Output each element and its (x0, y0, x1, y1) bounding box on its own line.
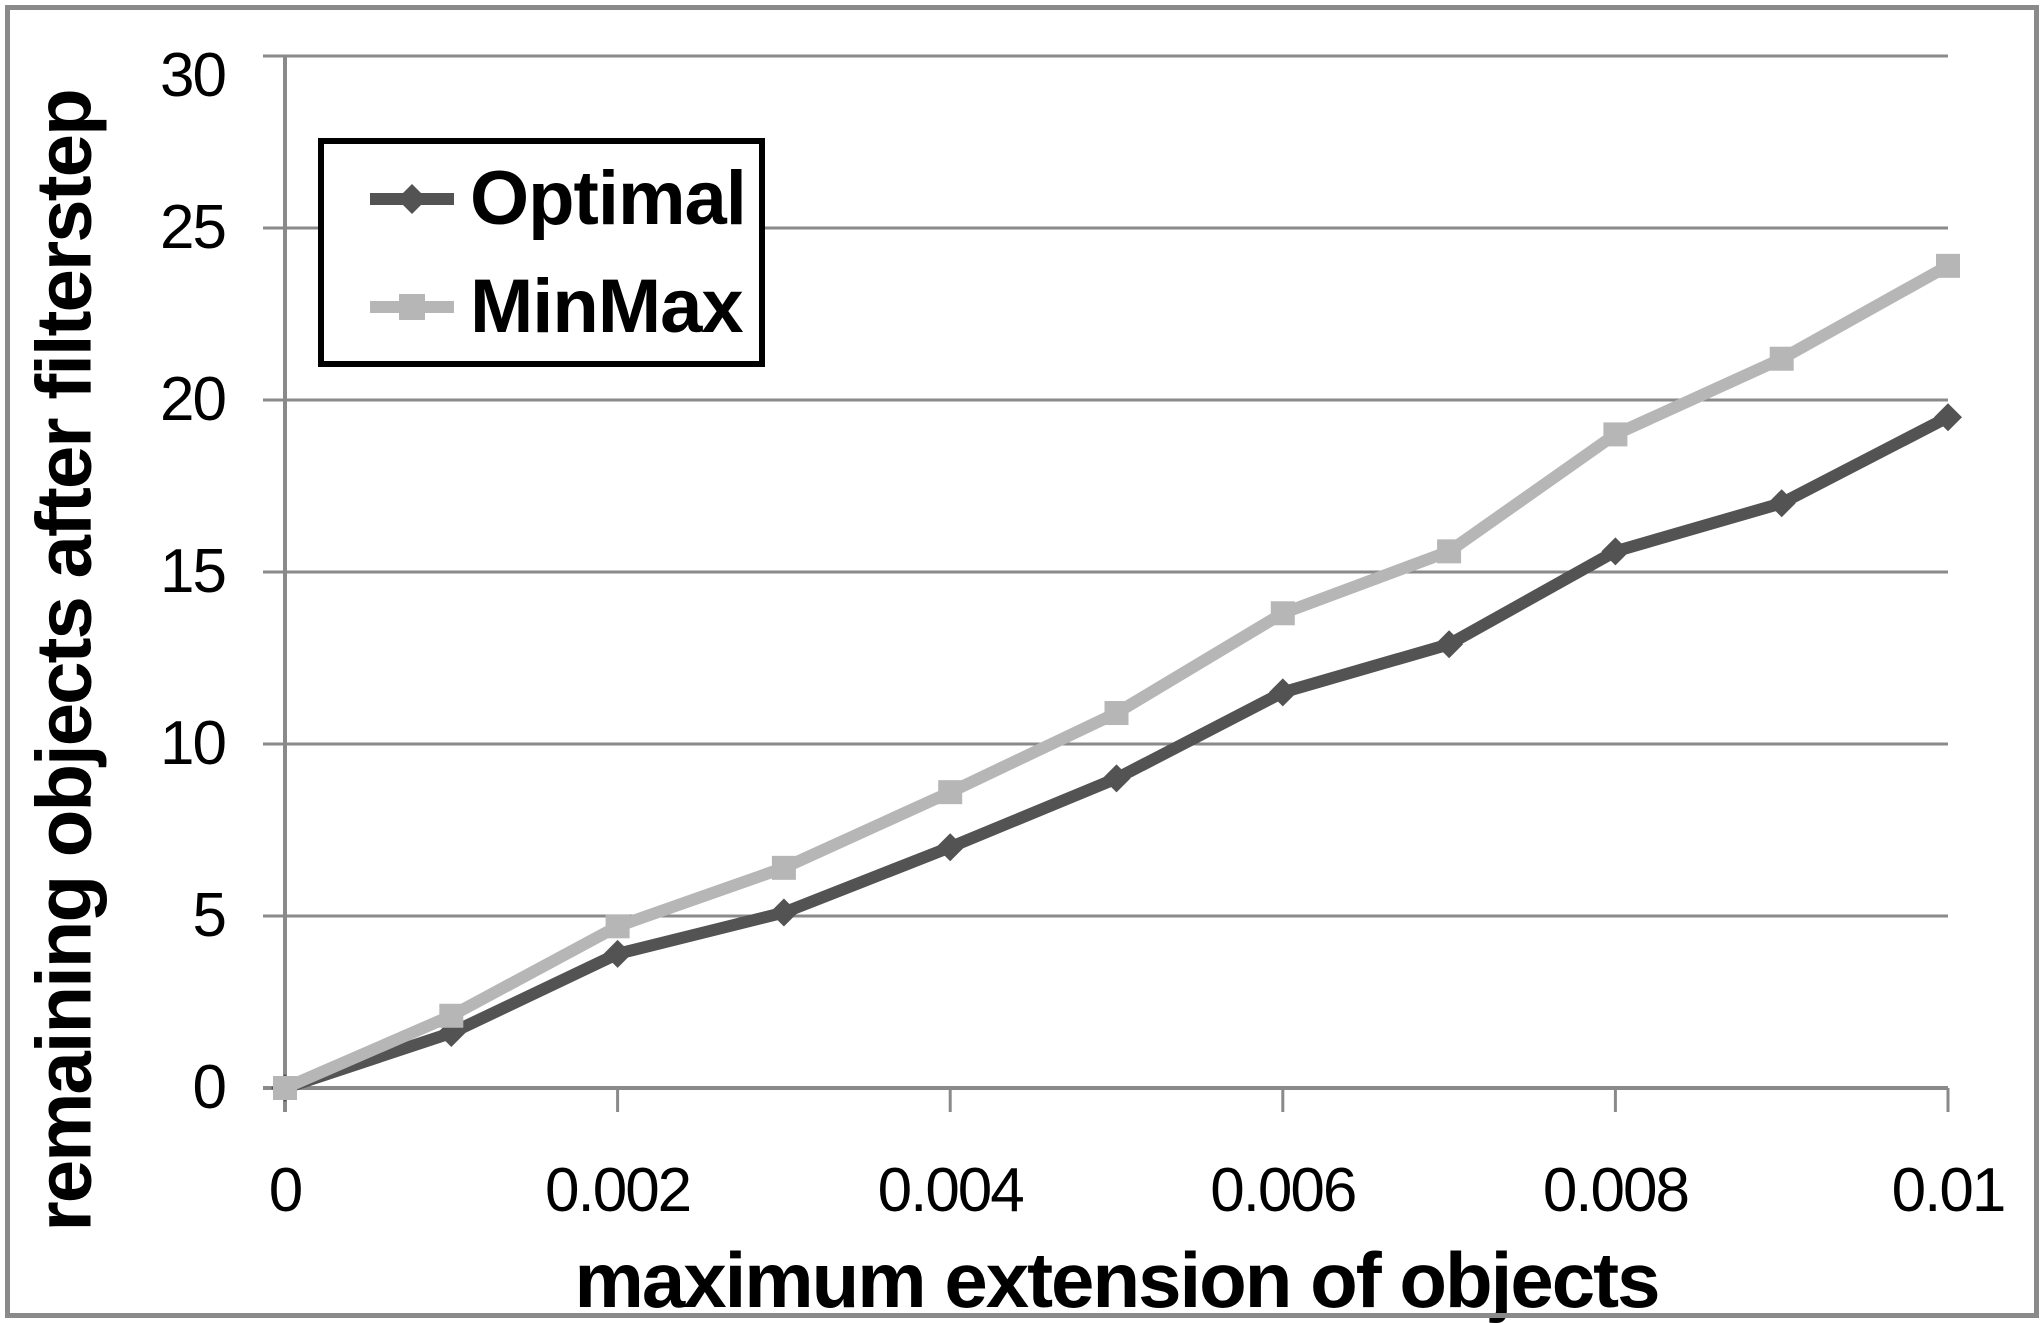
data-point-diamond-optimal (1934, 403, 1962, 432)
data-point-diamond-optimal (603, 939, 632, 968)
data-point-square-minmax (1270, 601, 1295, 626)
data-point-square-minmax (605, 914, 630, 939)
y-tick-label: 25 (160, 193, 227, 262)
data-point-square-minmax (273, 1076, 297, 1100)
data-point-diamond-optimal (1601, 537, 1630, 566)
data-point-square-minmax (771, 855, 796, 880)
data-point-square-minmax (1769, 346, 1794, 371)
y-axis-title: remaining objects after filterstep (19, 90, 108, 1232)
data-point-diamond-optimal (936, 833, 965, 862)
data-point-square-minmax (1603, 422, 1628, 447)
data-point-diamond-optimal (1102, 764, 1131, 793)
legend-label: Optimal (470, 155, 747, 241)
legend-label: MinMax (470, 263, 744, 349)
x-tick-label: 0.004 (877, 1156, 1025, 1225)
legend-item-optimal: Optimal (324, 145, 759, 253)
data-point-diamond-optimal (437, 1018, 466, 1047)
legend-item-minmax: MinMax (324, 253, 759, 361)
y-tick-label: 5 (192, 881, 227, 950)
data-point-diamond-optimal (1767, 489, 1796, 518)
data-point-square-minmax (439, 1003, 464, 1028)
legend: Optimal MinMax (318, 138, 765, 367)
x-axis-title: maximum extension of objects (574, 1236, 1661, 1323)
data-point-square-minmax (938, 780, 963, 805)
y-tick-label: 10 (160, 709, 227, 778)
data-point-diamond-optimal (1268, 678, 1297, 707)
x-tick-label: 0.002 (545, 1156, 692, 1225)
x-tick-label: 0 (268, 1156, 303, 1225)
y-tick-label: 20 (160, 365, 227, 434)
y-tick-label: 15 (160, 537, 227, 606)
y-tick-label: 30 (160, 41, 227, 110)
data-point-square-minmax (1936, 253, 1960, 278)
data-point-diamond-optimal (1435, 630, 1464, 659)
series-line-minmax (282, 260, 1951, 1094)
y-tick-label: 0 (192, 1053, 227, 1122)
data-point-square-minmax (1104, 701, 1129, 726)
minmax-square-marker-icon (370, 293, 454, 320)
data-point-square-minmax (1437, 539, 1462, 564)
series-line-optimal (283, 411, 1951, 1094)
data-point-diamond-optimal (769, 898, 798, 927)
x-tick-label: 0.01 (1891, 1156, 2007, 1225)
optimal-diamond-marker-icon (370, 183, 454, 214)
x-tick-label: 0.006 (1210, 1156, 1357, 1225)
x-tick-label: 0.008 (1542, 1156, 1690, 1225)
